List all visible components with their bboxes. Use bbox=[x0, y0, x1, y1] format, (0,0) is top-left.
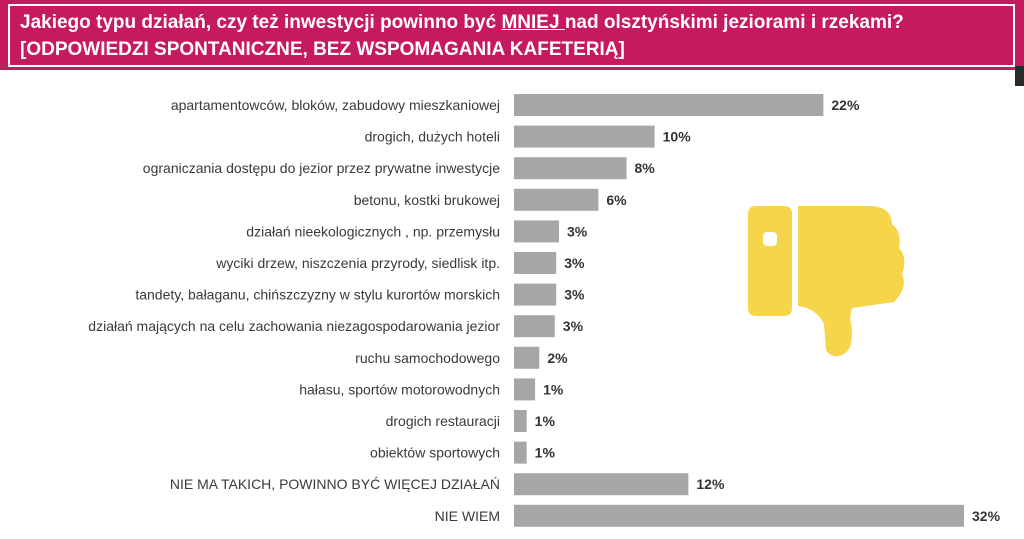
bar bbox=[514, 252, 557, 274]
value-label: 2% bbox=[547, 350, 568, 366]
category-label: drogich restauracji bbox=[386, 413, 500, 429]
value-label: 3% bbox=[564, 287, 585, 303]
value-label: 1% bbox=[543, 381, 564, 397]
category-label: hałasu, sportów motorowodnych bbox=[299, 381, 500, 397]
category-label: działań nieekologicznych , np. przemysłu bbox=[246, 223, 500, 239]
question-text: Jakiego typu działań, czy też inwestycji… bbox=[20, 9, 1003, 36]
bar bbox=[514, 410, 527, 432]
value-label: 3% bbox=[563, 318, 584, 334]
value-label: 10% bbox=[663, 129, 692, 145]
category-label: ograniczania dostępu do jezior przez pry… bbox=[143, 160, 500, 176]
question-box: Jakiego typu działań, czy też inwestycji… bbox=[8, 4, 1015, 67]
category-label: betonu, kostki brukowej bbox=[354, 192, 500, 208]
category-label: apartamentowców, bloków, zabudowy mieszk… bbox=[171, 97, 500, 113]
question-part1: Jakiego typu działań, czy też inwestycji… bbox=[20, 12, 502, 33]
bar bbox=[514, 283, 557, 306]
category-label: tandety, bałaganu, chińszczyzny w stylu … bbox=[135, 287, 500, 303]
bar bbox=[514, 504, 964, 527]
thumbs-down-hand bbox=[798, 206, 905, 357]
bar bbox=[514, 220, 559, 243]
bar bbox=[514, 315, 555, 338]
value-label: 1% bbox=[535, 445, 556, 461]
bar bbox=[514, 157, 627, 180]
value-label: 3% bbox=[567, 223, 588, 239]
value-label: 3% bbox=[564, 255, 585, 271]
question-banner: Jakiego typu działań, czy też inwestycji… bbox=[0, 0, 1024, 70]
bar bbox=[514, 188, 599, 211]
bar bbox=[514, 378, 536, 401]
category-label: NIE MA TAKICH, POWINNO BYĆ WIĘCEJ DZIAŁA… bbox=[170, 476, 500, 492]
value-label: 22% bbox=[831, 97, 860, 113]
category-label: ruchu samochodowego bbox=[355, 350, 500, 366]
category-label: drogich, dużych hoteli bbox=[365, 129, 500, 145]
bar bbox=[514, 473, 689, 496]
question-subtitle: [ODPOWIEDZI SPONTANICZNE, BEZ WSPOMAGANI… bbox=[20, 39, 625, 60]
value-label: 32% bbox=[972, 508, 1001, 524]
category-label: obiektów sportowych bbox=[370, 445, 500, 461]
thumbs-down-icon bbox=[748, 206, 905, 357]
bar bbox=[514, 125, 655, 148]
value-label: 8% bbox=[635, 160, 656, 176]
value-label: 12% bbox=[696, 476, 725, 492]
category-label: wyciki drzew, niszczenia przyrody, siedl… bbox=[215, 255, 500, 271]
value-label: 6% bbox=[606, 192, 627, 208]
value-label: 1% bbox=[535, 413, 556, 429]
question-emphasis: MNIEJ bbox=[501, 12, 565, 33]
category-label: NIE WIEM bbox=[435, 508, 500, 524]
bar bbox=[514, 94, 824, 116]
thumbs-down-cuff-hole bbox=[763, 232, 777, 246]
thumbs-down-cuff bbox=[748, 206, 792, 316]
bar bbox=[514, 441, 527, 464]
category-label: działań mających na celu zachowania niez… bbox=[88, 318, 500, 334]
bar bbox=[514, 346, 540, 369]
banner-shadow bbox=[1015, 66, 1024, 86]
question-part2: nad olsztyńskimi jeziorami i rzekami? bbox=[564, 12, 904, 33]
